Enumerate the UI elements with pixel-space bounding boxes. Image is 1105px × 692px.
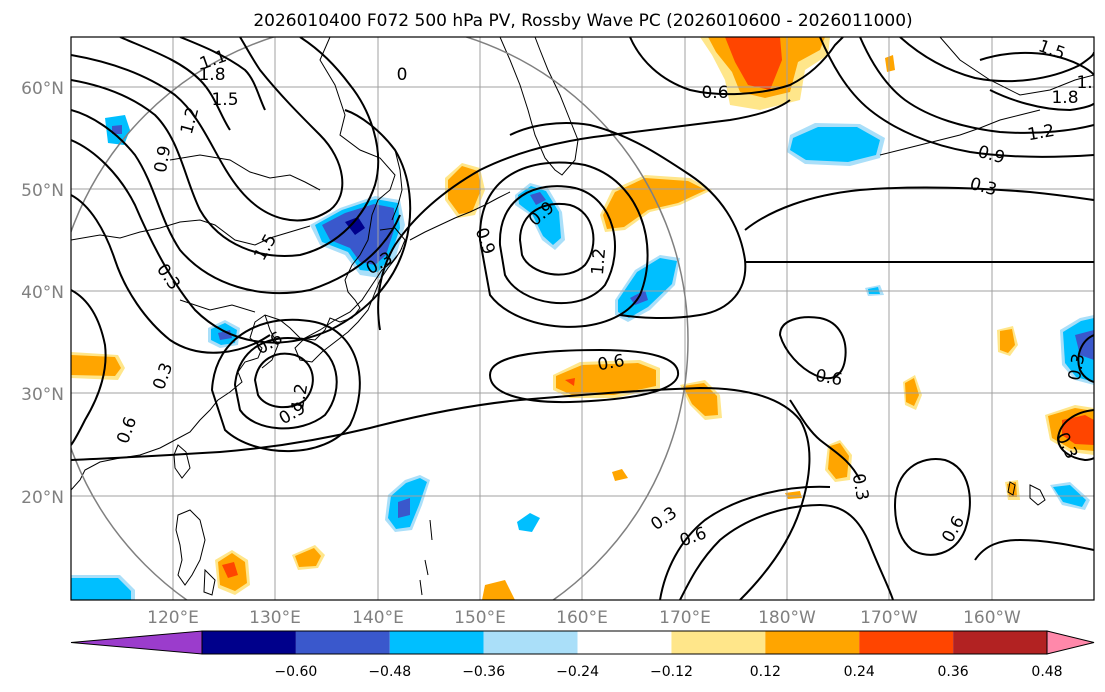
chart-title: 2026010400 F072 500 hPa PV, Rossby Wave … — [253, 11, 912, 31]
colorbar-outline — [201, 630, 1048, 655]
colorbar-segment — [295, 631, 390, 654]
contour-label: 0.3 — [1065, 352, 1089, 382]
lat-tick-label: 60°N — [21, 79, 64, 99]
colorbar-tick-label: 0.24 — [844, 664, 875, 680]
contour-label: 0 — [397, 65, 408, 85]
colorbar-tick-label: 0.12 — [750, 664, 781, 680]
lon-tick-label: 160°E — [556, 608, 608, 628]
colorbar-extend-low — [70, 630, 203, 655]
lon-tick-label: 170°E — [659, 608, 711, 628]
map-frame — [70, 36, 1095, 601]
contour-label: 1.2 — [288, 382, 312, 412]
contour-label: 0.6 — [814, 366, 844, 390]
contour-label: 0.6 — [596, 351, 626, 375]
contour-label: 1.2 — [588, 247, 610, 276]
lat-tick-labels: 20°N 30°N 40°N 50°N 60°N — [21, 79, 64, 508]
lon-tick-label: 170°W — [860, 608, 918, 628]
colorbar-segment — [389, 631, 484, 654]
colorbar-segment — [953, 631, 1047, 654]
colorbar-tick-label: −0.36 — [462, 664, 505, 680]
contour-label: 1.8 — [1051, 88, 1078, 108]
colorbar-tick-label: 0.48 — [1031, 664, 1062, 680]
lon-tick-label: 150°E — [454, 608, 506, 628]
colorbar-extend-high — [1046, 630, 1095, 655]
contour-label: 0.9 — [151, 144, 175, 174]
colorbar-tick-label: −0.48 — [368, 664, 411, 680]
lat-tick-label: 20°N — [21, 488, 64, 508]
colorbar-tick-label: −0.60 — [274, 664, 317, 680]
colorbar: −0.60 −0.48 −0.36 −0.24 −0.12 0.12 0.24 0.36 0.4… — [70, 630, 1095, 680]
colorbar-segment — [765, 631, 860, 654]
lat-tick-label: 50°N — [21, 181, 64, 201]
map-layers: 1.1 1.8 1.5 1.2 0.9 0 0.6 1.5 1.8 1.2 1.… — [71, 37, 1103, 600]
colorbar-segment — [859, 631, 954, 654]
colorbar-segment — [483, 631, 578, 654]
lat-tick-label: 30°N — [21, 385, 64, 405]
lat-tick-label: 40°N — [21, 283, 64, 303]
colorbar-tick-label: −0.24 — [556, 664, 599, 680]
lon-tick-label: 120°E — [147, 608, 199, 628]
lon-tick-label: 130°E — [249, 608, 301, 628]
lon-tick-label: 180°W — [758, 608, 816, 628]
lon-tick-labels: 120°E 130°E 140°E 150°E 160°E 170°E 180°… — [147, 608, 1021, 628]
contour-lines — [71, 37, 1094, 600]
colorbar-segment — [202, 631, 296, 654]
contour-label: 0.6 — [701, 83, 728, 103]
contour-label: 1.2 — [1026, 121, 1056, 145]
contour-label: 1.2 — [1076, 73, 1103, 93]
lon-tick-label: 160°W — [963, 608, 1021, 628]
colorbar-segment — [577, 631, 672, 654]
colorbar-tick-label: 0.36 — [938, 664, 969, 680]
contour-label: 1.8 — [198, 65, 225, 85]
lon-tick-label: 140°E — [352, 608, 404, 628]
contour-label: 0.3 — [848, 472, 872, 502]
gridlines — [71, 37, 1094, 600]
colorbar-tick-label: −0.12 — [650, 664, 693, 680]
contour-label: 1.5 — [211, 90, 238, 110]
region-circle — [71, 37, 689, 600]
colorbar-segment — [671, 631, 766, 654]
